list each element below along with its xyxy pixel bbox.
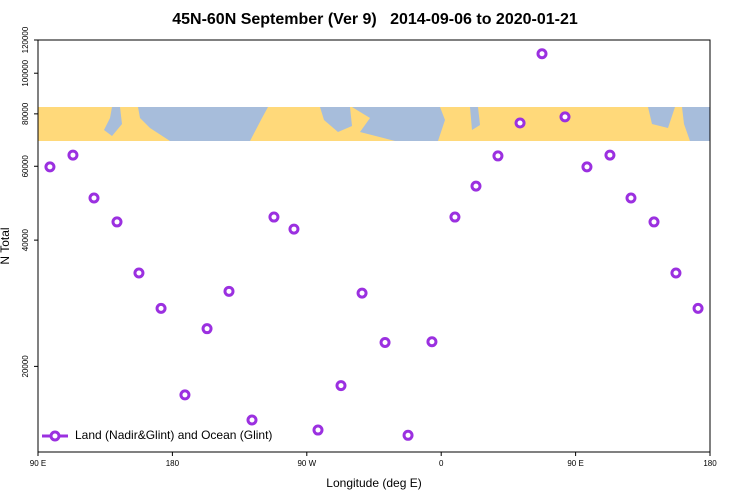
point xyxy=(559,111,571,123)
point xyxy=(356,287,368,299)
map-band xyxy=(38,107,710,141)
point xyxy=(692,302,704,314)
y-tick-label: 60000 xyxy=(21,155,30,178)
x-axis-label: Longitude (deg E) xyxy=(326,476,421,490)
point xyxy=(44,161,56,173)
y-axis-label: N Total xyxy=(0,227,12,264)
point xyxy=(379,337,391,349)
point xyxy=(402,429,414,441)
legend-label: Land (Nadir&Glint) and Ocean (Glint) xyxy=(75,428,272,442)
point xyxy=(581,161,593,173)
point xyxy=(223,285,235,297)
x-tick-label: 90 E xyxy=(30,459,46,468)
x-tick-label: 180 xyxy=(703,459,717,468)
point xyxy=(449,211,461,223)
point xyxy=(335,380,347,392)
point xyxy=(111,216,123,228)
point xyxy=(426,336,438,348)
point xyxy=(288,223,300,235)
point xyxy=(536,48,548,60)
point xyxy=(604,149,616,161)
point xyxy=(625,192,637,204)
point xyxy=(67,149,79,161)
point xyxy=(155,302,167,314)
chart-title: 45N-60N September (Ver 9) 2014-09-06 to … xyxy=(172,11,578,28)
point xyxy=(492,150,504,162)
y-tick-label: 80000 xyxy=(21,102,30,125)
point xyxy=(514,117,526,129)
point xyxy=(88,192,100,204)
plot-frame xyxy=(37,39,711,453)
y-tick-label: 100000 xyxy=(21,59,30,86)
y-tick-label: 120000 xyxy=(21,26,30,53)
y-tick-label: 20000 xyxy=(21,355,30,378)
point xyxy=(201,323,213,335)
point xyxy=(268,211,280,223)
x-tick-label: 180 xyxy=(166,459,180,468)
point xyxy=(246,414,258,426)
point xyxy=(312,424,324,436)
point xyxy=(470,180,482,192)
y-tick-label: 40000 xyxy=(21,228,30,251)
point xyxy=(179,389,191,401)
x-tick-label: 90 W xyxy=(297,459,316,468)
point xyxy=(648,216,660,228)
legend-marker xyxy=(49,430,61,442)
point xyxy=(133,267,145,279)
x-tick-label: 0 xyxy=(439,459,444,468)
x-tick-label: 90 E xyxy=(567,459,583,468)
point xyxy=(670,267,682,279)
